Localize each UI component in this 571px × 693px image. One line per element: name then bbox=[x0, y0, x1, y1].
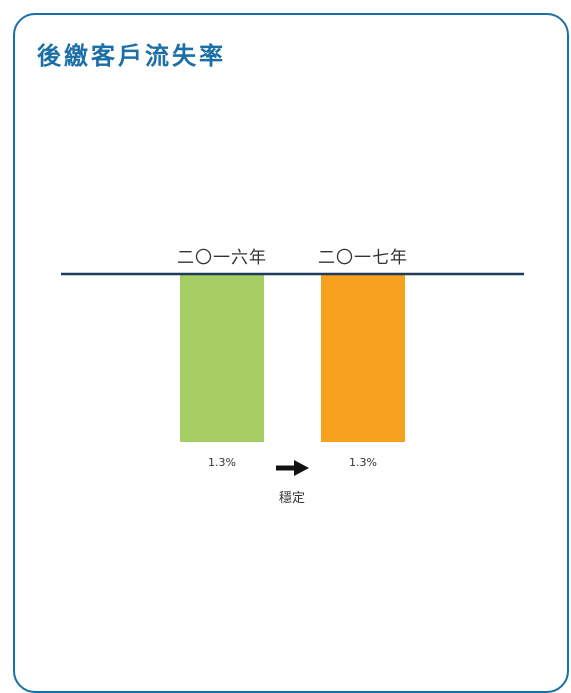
trend-annotation: 穩定 bbox=[279, 491, 305, 506]
bar-2 bbox=[321, 275, 405, 442]
bar-chart: 二〇一六年 1.3% 二〇一七年 1.3% 穩定 bbox=[61, 248, 524, 506]
chart-title: 後繳客戶流失率 bbox=[37, 42, 226, 70]
chart-card bbox=[13, 13, 569, 693]
category-label-2: 二〇一七年 bbox=[318, 248, 408, 268]
bar-1 bbox=[180, 275, 264, 442]
right-arrow-icon bbox=[276, 460, 309, 476]
value-label-1: 1.3% bbox=[208, 456, 236, 469]
category-label-1: 二〇一六年 bbox=[177, 248, 267, 268]
value-label-2: 1.3% bbox=[349, 456, 377, 469]
